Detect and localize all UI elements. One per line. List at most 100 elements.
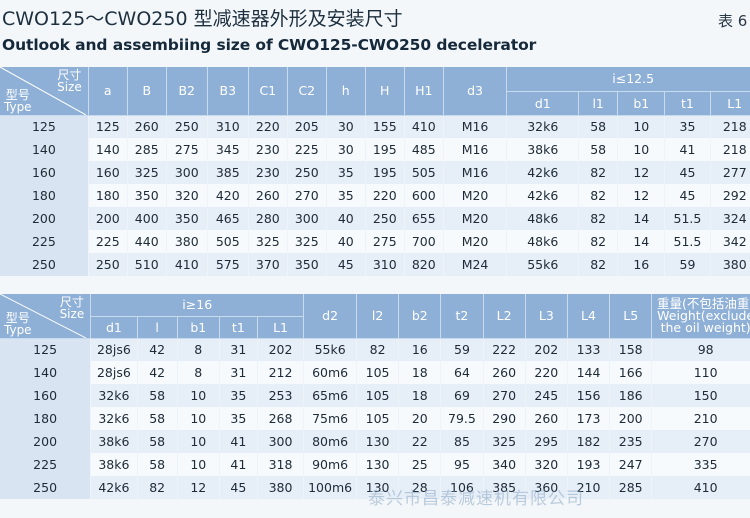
table-cell: 10 — [177, 384, 220, 407]
column-header: L1 — [710, 91, 750, 116]
table-cell: 20 — [398, 407, 442, 430]
table-cell: 324 — [710, 207, 750, 230]
table-cell: 300 — [257, 430, 305, 453]
table-row: 250 42k6 82 12 45 380 100m6 130 28 106 385 360 210 28… — [0, 476, 750, 499]
table-row: 200 38k6 58 10 41 300 80m6 130 22 85 325 295 182 235 2… — [0, 430, 750, 453]
table-cell: 195 — [365, 138, 405, 161]
table-cell: M16 — [443, 161, 508, 184]
table-cell: 105 — [356, 407, 400, 430]
table-cell: 16 — [617, 253, 666, 276]
corner-size-label: 尺寸 Size — [60, 296, 85, 320]
table-cell: 260 — [248, 184, 288, 207]
page-title-chinese: CWO125～CWO250 型减速器外形及安装尺寸 — [2, 8, 403, 30]
table-cell: 18 — [398, 361, 442, 384]
table-cell: 292 — [710, 184, 750, 207]
column-header: B3 — [207, 67, 249, 116]
table-cell: 45 — [219, 476, 258, 499]
table-cell: 510 — [127, 253, 167, 276]
column-header: B — [127, 67, 167, 116]
table-cell: 95 — [440, 453, 484, 476]
type-cell: 225 — [0, 453, 92, 476]
table-cell: 51.5 — [664, 207, 711, 230]
table-cell: 270 — [483, 384, 526, 407]
corner-type-label: 型号 Type — [4, 312, 32, 336]
table-cell: 205 — [287, 115, 327, 138]
corner-type-en: Type — [4, 322, 32, 337]
table-cell: 69 — [440, 384, 484, 407]
table-cell: 235 — [609, 430, 653, 453]
table-cell: 30 — [326, 138, 366, 161]
table-row: 200 200 400 350 465 280 300 40 250 655 M20 48k6 82 14… — [0, 207, 750, 230]
table-cell: 25 — [398, 453, 442, 476]
table-cell: 55k6 — [303, 338, 357, 361]
table-cell: 320 — [525, 453, 568, 476]
table-cell: 59 — [440, 338, 484, 361]
table-cell: 65m6 — [303, 384, 357, 407]
table-cell: 12 — [617, 161, 666, 184]
type-cell: 250 — [0, 253, 89, 276]
table-cell: 505 — [207, 230, 249, 253]
type-cell: 180 — [0, 184, 89, 207]
corner-size-label: 尺寸 Size — [57, 69, 82, 93]
type-cell: 250 — [0, 476, 92, 499]
table-cell: 41 — [219, 430, 258, 453]
table-cell: 55k6 — [506, 253, 580, 276]
table-cell: 125 — [88, 115, 128, 138]
page-title-english: Outlook and assembiing size of CWO125-CW… — [2, 36, 537, 54]
table-cell: 325 — [248, 230, 288, 253]
table-cell: 210 — [651, 407, 750, 430]
table-cell: 325 — [287, 230, 327, 253]
table-body: 125 28js6 42 8 31 202 55k6 82 16 59 222 202 133 158 98… — [0, 338, 750, 499]
table-cell: 575 — [207, 253, 249, 276]
table-cell: 325 — [127, 161, 167, 184]
table-cell: 45 — [664, 161, 711, 184]
table-cell: 80m6 — [303, 430, 357, 453]
table-cell: 58 — [137, 407, 178, 430]
table-cell: 60m6 — [303, 361, 357, 384]
table-cell: 8 — [177, 338, 220, 361]
table-cell: 12 — [617, 184, 666, 207]
table-cell: 186 — [609, 384, 653, 407]
table-cell: 218 — [710, 115, 750, 138]
table-cell: M24 — [443, 253, 508, 276]
corner-diagonal-line — [0, 294, 86, 337]
table-cell: 420 — [207, 184, 249, 207]
table-cell: 325 — [483, 430, 526, 453]
table-cell: 270 — [651, 430, 750, 453]
table-row: 225 38k6 58 10 41 318 90m6 130 25 95 340 320 193 247 3… — [0, 453, 750, 476]
table-cell: 35 — [326, 161, 366, 184]
table-cell: 318 — [257, 453, 305, 476]
table-cell: 22 — [398, 430, 442, 453]
table-cell: 380 — [710, 253, 750, 276]
table-cell: 820 — [404, 253, 444, 276]
table-cell: 335 — [651, 453, 750, 476]
table-cell: 35 — [664, 115, 711, 138]
table-cell: 385 — [207, 161, 249, 184]
table-cell: 42k6 — [506, 161, 580, 184]
table-cell: 58 — [578, 138, 619, 161]
column-header: b1 — [617, 91, 666, 116]
type-cell: 125 — [0, 338, 92, 361]
table-cell: 340 — [483, 453, 526, 476]
type-cell: 125 — [0, 115, 89, 138]
table-cell: 350 — [287, 253, 327, 276]
table-cell: 300 — [287, 207, 327, 230]
table-row: 180 180 350 320 420 260 270 35 220 600 M20 42k6 82 12… — [0, 184, 750, 207]
table-cell: 158 — [609, 338, 653, 361]
table-cell: 59 — [664, 253, 711, 276]
table-cell: 41 — [219, 453, 258, 476]
column-header: d3 — [443, 67, 508, 116]
table-cell: 200 — [88, 207, 128, 230]
weight-header-cn: 重量(不包括油重) — [657, 295, 750, 311]
table-cell: 90m6 — [303, 453, 357, 476]
table-cell: 31 — [219, 361, 258, 384]
table-cell: M16 — [443, 138, 508, 161]
type-cell: 225 — [0, 230, 89, 253]
type-cell: 180 — [0, 407, 92, 430]
table-cell: 275 — [166, 138, 208, 161]
column-header: b1 — [177, 316, 220, 339]
column-header: C1 — [248, 67, 288, 116]
table-cell: 182 — [567, 430, 611, 453]
table-cell: 310 — [365, 253, 405, 276]
corner-type-cn: 型号 — [5, 310, 30, 325]
